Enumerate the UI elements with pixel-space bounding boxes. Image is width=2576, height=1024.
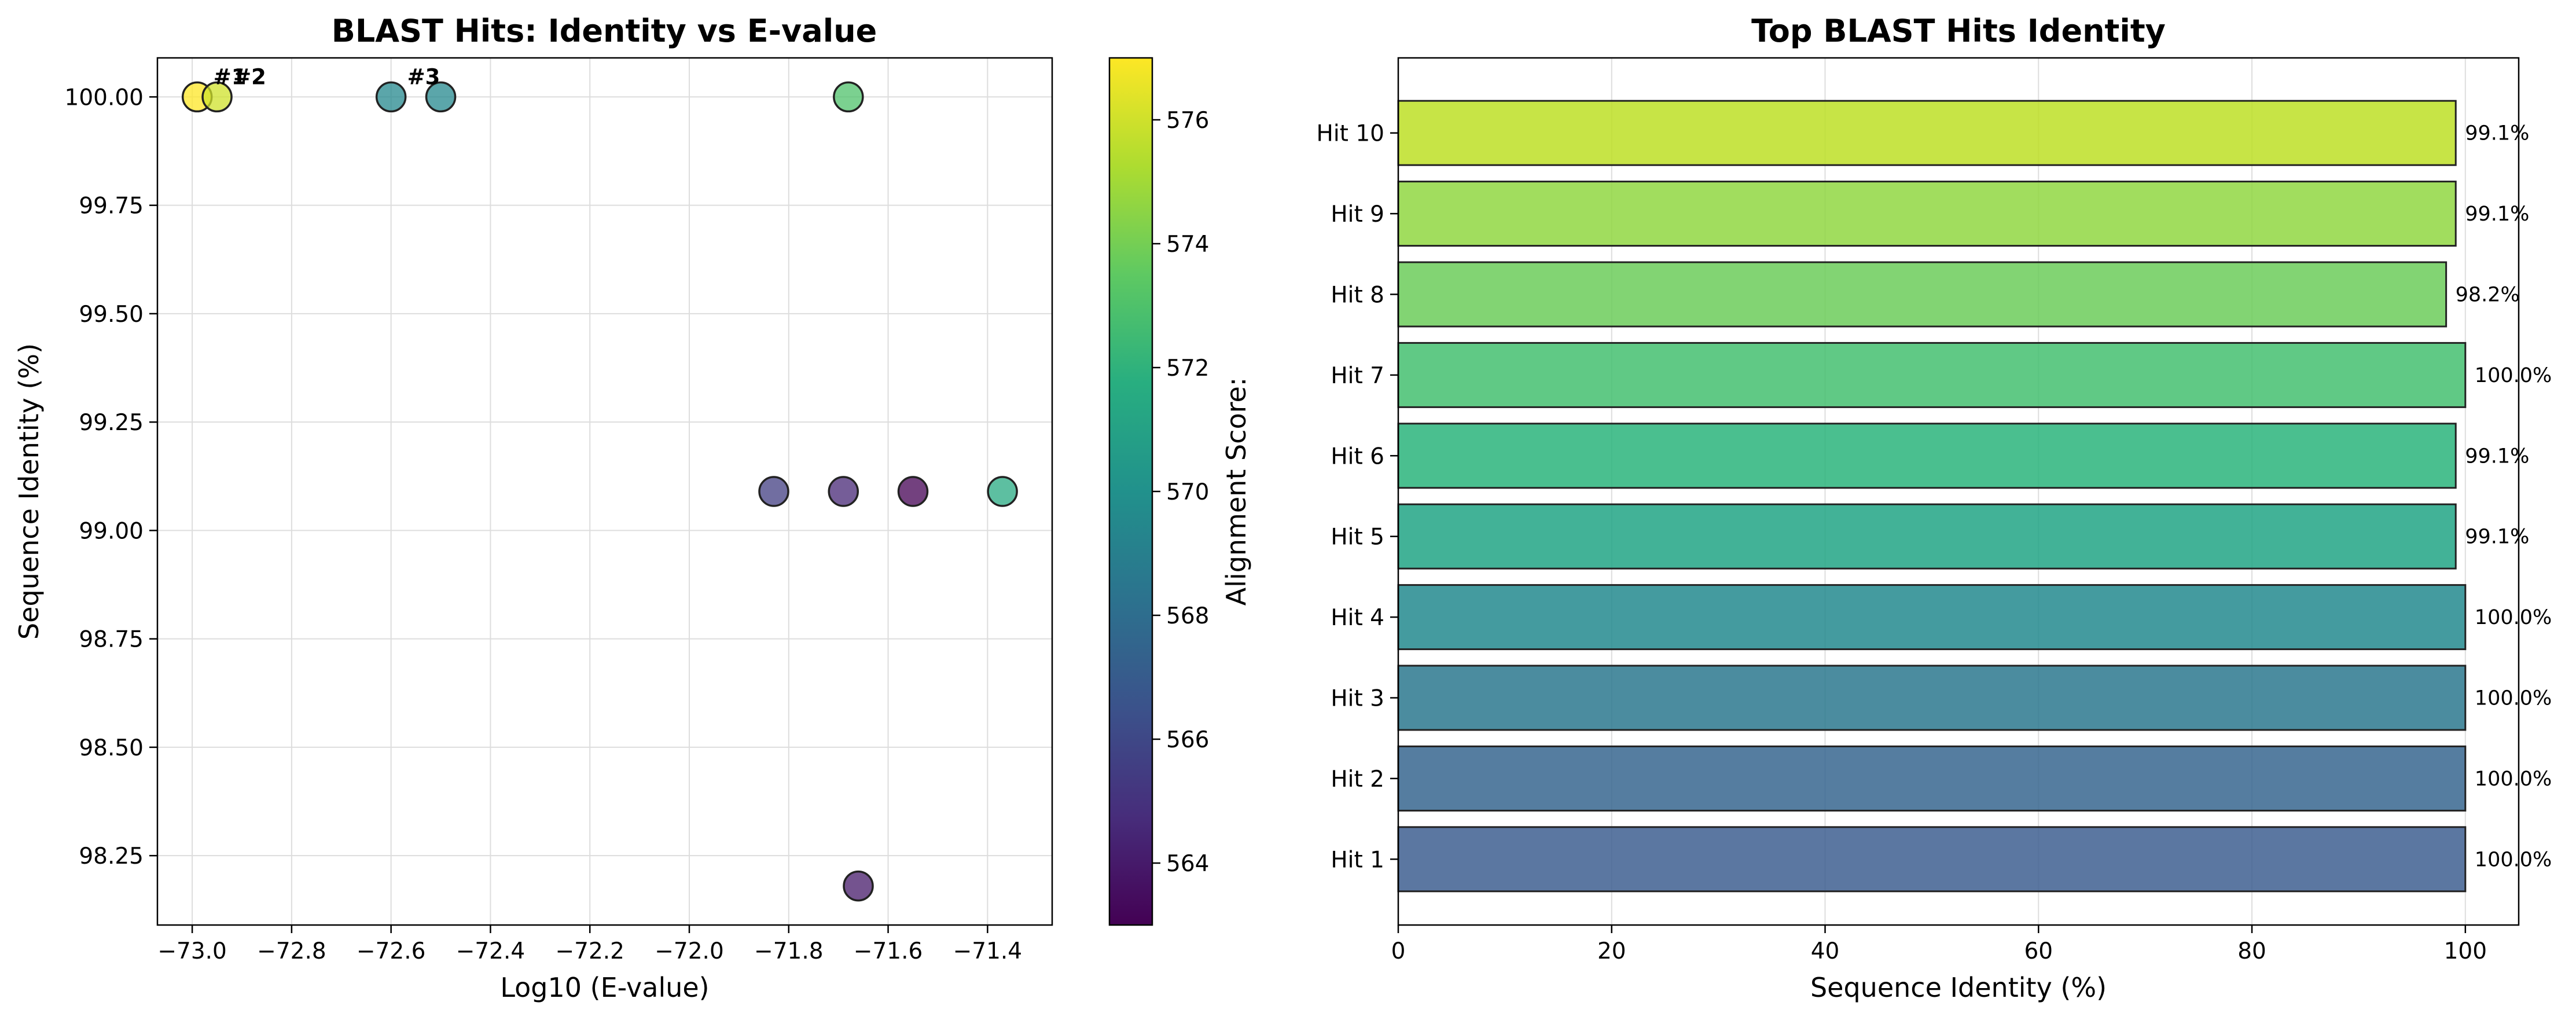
scatter-annotation: #1 bbox=[214, 64, 247, 89]
bar bbox=[1397, 342, 2467, 408]
scatter-y-tick-label: 99.25 bbox=[79, 410, 144, 436]
bar bbox=[1397, 503, 2457, 570]
bar bbox=[1397, 261, 2448, 328]
colorbar-ticks: 564 566 568 570 572 574 576 bbox=[1152, 108, 1209, 877]
scatter-x-ticks: −73.0 −72.8 −72.6 −72.4 −72.2 −72.0 −71.8 −71.6… bbox=[157, 925, 1022, 964]
bar-title: Top BLAST Hits Identity bbox=[1751, 13, 2166, 49]
bar-category-label: Hit 5 bbox=[1331, 524, 1384, 550]
colorbar-tick-label: 576 bbox=[1166, 108, 1209, 134]
bar bbox=[1397, 584, 2467, 651]
bar-value-label: 100.0% bbox=[2475, 768, 2552, 791]
bar-value-label: 99.1% bbox=[2465, 122, 2529, 145]
colorbar-tick-label: 564 bbox=[1166, 851, 1209, 877]
scatter-point bbox=[758, 476, 789, 507]
scatter-point bbox=[425, 81, 457, 113]
colorbar-label: Alignment Score: bbox=[1221, 377, 1252, 606]
scatter-x-tick-label: −73.0 bbox=[157, 938, 227, 964]
scatter-title: BLAST Hits: Identity vs E-value bbox=[332, 13, 877, 49]
bar-category-label: Hit 10 bbox=[1317, 121, 1384, 147]
scatter-points bbox=[181, 81, 1018, 902]
bar-category-label: Hit 6 bbox=[1331, 443, 1384, 469]
bar-y-ticks: Hit 1 Hit 2 Hit 3 Hit 4 Hit 5 Hit 6 Hit 7 Hit 8… bbox=[1317, 121, 1398, 873]
scatter-point bbox=[833, 81, 864, 113]
colorbar-gradient bbox=[1108, 57, 1153, 926]
bar-value-label: 100.0% bbox=[2475, 364, 2552, 387]
scatter-annotation: #3 bbox=[407, 64, 440, 89]
bar-value-label: 99.1% bbox=[2465, 526, 2529, 549]
bar-category-label: Hit 1 bbox=[1331, 847, 1384, 873]
bar-x-tick-label: 0 bbox=[1391, 938, 1406, 964]
bar-value-label: 99.1% bbox=[2465, 445, 2529, 468]
bar-category-label: Hit 8 bbox=[1331, 282, 1384, 309]
scatter-y-label: Sequence Identity (%) bbox=[13, 343, 45, 640]
scatter-grid bbox=[157, 58, 1052, 925]
scatter-x-tick-label: −72.6 bbox=[357, 938, 426, 964]
colorbar-tick-label: 572 bbox=[1166, 355, 1209, 381]
scatter-point bbox=[843, 870, 874, 902]
bar bbox=[1397, 100, 2457, 166]
scatter-point bbox=[987, 476, 1018, 507]
bar-value-label: 100.0% bbox=[2475, 848, 2552, 871]
scatter-y-tick-label: 99.00 bbox=[79, 518, 144, 544]
bar-x-tick-label: 20 bbox=[1597, 938, 1626, 964]
bar bbox=[1397, 665, 2467, 731]
scatter-x-label: Log10 (E-value) bbox=[500, 972, 709, 1003]
bar-chart: Top BLAST Hits Identity 100.0%100.0%100.… bbox=[1317, 13, 2552, 1003]
scatter-point bbox=[201, 81, 233, 113]
bar-value-label: 98.2% bbox=[2456, 284, 2520, 307]
bar-x-label: Sequence Identity (%) bbox=[1810, 972, 2107, 1003]
bar-x-tick-label: 60 bbox=[2024, 938, 2053, 964]
scatter-point bbox=[828, 476, 859, 507]
bar-category-label: Hit 2 bbox=[1331, 766, 1384, 792]
scatter-x-tick-label: −72.4 bbox=[456, 938, 526, 964]
bar-value-label: 99.1% bbox=[2465, 203, 2529, 226]
colorbar-tick-label: 566 bbox=[1166, 727, 1209, 753]
colorbar: 564 566 568 570 572 574 576 Alignment Score: bbox=[1108, 57, 1252, 926]
scatter-y-tick-label: 98.25 bbox=[79, 843, 144, 869]
bar bbox=[1397, 826, 2467, 893]
colorbar-tick-label: 568 bbox=[1166, 603, 1209, 629]
scatter-y-tick-label: 98.75 bbox=[79, 627, 144, 653]
bar-category-label: Hit 7 bbox=[1331, 363, 1384, 389]
bar-value-label: 100.0% bbox=[2475, 687, 2552, 710]
colorbar-tick-label: 574 bbox=[1166, 232, 1209, 258]
bar-category-label: Hit 9 bbox=[1331, 201, 1384, 227]
bar-x-tick-label: 100 bbox=[2444, 938, 2487, 964]
scatter-chart: BLAST Hits: Identity vs E-value #1#2 #3 −… bbox=[13, 13, 1053, 1003]
scatter-y-tick-label: 100.00 bbox=[65, 85, 144, 111]
bar-x-ticks: 0 20 40 60 80 100 bbox=[1391, 925, 2487, 964]
bar-x-tick-label: 40 bbox=[1811, 938, 1840, 964]
scatter-x-tick-label: −72.8 bbox=[257, 938, 326, 964]
scatter-x-tick-label: −71.4 bbox=[953, 938, 1023, 964]
bar-plot-frame bbox=[1397, 57, 2520, 926]
scatter-x-tick-label: −72.2 bbox=[555, 938, 624, 964]
colorbar-tick-label: 570 bbox=[1166, 479, 1209, 505]
scatter-y-tick-label: 98.50 bbox=[79, 735, 144, 761]
bar bbox=[1397, 423, 2457, 489]
bar-value-label: 100.0% bbox=[2475, 606, 2552, 629]
scatter-point bbox=[375, 81, 407, 113]
bar-x-tick-label: 80 bbox=[2237, 938, 2266, 964]
scatter-plot-frame bbox=[156, 57, 1053, 926]
bar bbox=[1397, 181, 2457, 247]
scatter-point bbox=[897, 476, 929, 507]
bar-category-label: Hit 3 bbox=[1331, 686, 1384, 712]
scatter-annotations: #1#2 #3 bbox=[214, 64, 440, 89]
scatter-x-tick-label: −71.6 bbox=[854, 938, 923, 964]
bar bbox=[1397, 745, 2467, 812]
scatter-y-tick-label: 99.50 bbox=[79, 302, 144, 328]
scatter-x-tick-label: −71.8 bbox=[754, 938, 824, 964]
bar-bars: 100.0% 100.0% 100.0% 100.0% 99.1% 99.1% 100.0%… bbox=[1397, 100, 2552, 893]
scatter-annotation: #2 bbox=[233, 64, 266, 89]
scatter-y-tick-label: 99.75 bbox=[79, 193, 144, 219]
scatter-y-ticks: 98.25 98.50 98.75 99.00 99.25 99.50 99.75 100.0… bbox=[65, 85, 157, 869]
bar-category-label: Hit 4 bbox=[1331, 605, 1384, 631]
scatter-x-tick-label: −72.0 bbox=[655, 938, 724, 964]
